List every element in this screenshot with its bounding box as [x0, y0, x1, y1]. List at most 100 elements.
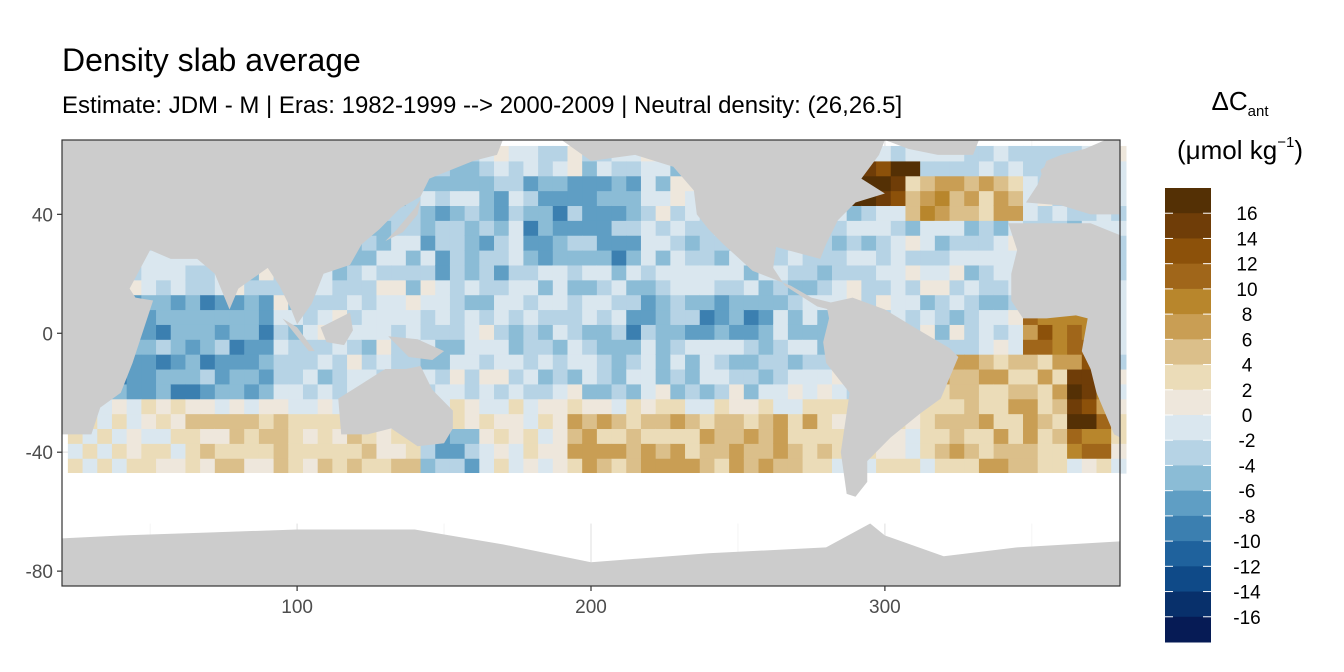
heatmap-cell [435, 220, 451, 236]
heatmap-cell [626, 383, 642, 400]
heatmap-cell [523, 235, 539, 251]
heatmap-cell [156, 294, 172, 311]
heatmap-cell [582, 413, 598, 430]
heatmap-cell [1067, 368, 1083, 385]
heatmap-cell [244, 368, 260, 385]
heatmap-cell [1052, 368, 1068, 385]
heatmap-cell [773, 324, 789, 340]
heatmap-cell [611, 264, 627, 281]
heatmap-cell [699, 398, 716, 415]
heatmap-cell [611, 324, 627, 340]
heatmap-cell [317, 383, 333, 400]
heatmap-cell [993, 324, 1009, 340]
heatmap-cell [361, 264, 378, 281]
legend-swatch [1165, 389, 1211, 416]
heatmap-cell [420, 250, 436, 266]
heatmap-cell [391, 309, 407, 325]
heatmap-cell [332, 279, 348, 296]
heatmap-cell [405, 458, 422, 474]
heatmap-cell [655, 354, 671, 370]
heatmap-cell [567, 235, 583, 251]
heatmap-cell [993, 413, 1009, 430]
heatmap-cell [1067, 458, 1083, 474]
heatmap-cell [773, 443, 789, 459]
heatmap-cell [214, 413, 231, 430]
heatmap-cell [111, 413, 128, 430]
heatmap-cell [567, 458, 583, 474]
heatmap-cell [552, 324, 569, 340]
heatmap-cell [920, 250, 936, 266]
heatmap-cell [1067, 413, 1083, 430]
heatmap-cell [582, 368, 598, 385]
heatmap-cell [640, 175, 657, 192]
heatmap-cell [244, 354, 260, 370]
heatmap-cell [244, 294, 260, 311]
heatmap-cell [317, 368, 333, 385]
heatmap-cell [920, 458, 936, 474]
heatmap-cell [714, 264, 730, 281]
heatmap-cell [949, 205, 965, 221]
heatmap-cell [273, 413, 289, 430]
heatmap-cell [508, 339, 525, 355]
heatmap-cell [538, 160, 554, 177]
heatmap-cell [714, 309, 730, 325]
heatmap-cell [655, 264, 671, 281]
heatmap-cell [714, 458, 730, 474]
heatmap-cell [920, 190, 936, 207]
heatmap-cell [685, 294, 701, 311]
heatmap-cell [170, 413, 187, 430]
heatmap-cell [787, 324, 804, 340]
heatmap-cell [288, 383, 304, 400]
heatmap-cell [405, 279, 422, 296]
heatmap-cell [420, 309, 436, 325]
heatmap-cell [596, 368, 613, 385]
heatmap-cell [1052, 383, 1068, 400]
heatmap-cell [538, 235, 554, 251]
heatmap-cell [317, 309, 333, 325]
heatmap-cell [934, 250, 951, 266]
heatmap-cell [699, 264, 716, 281]
heatmap-cell [361, 458, 378, 474]
heatmap-cell [258, 309, 275, 325]
heatmap-cell [420, 294, 436, 311]
legend-swatch [1165, 515, 1211, 542]
heatmap-cell [244, 458, 260, 474]
heatmap-cell [552, 294, 569, 311]
heatmap-cell [978, 368, 995, 385]
heatmap-cell [802, 324, 818, 340]
heatmap-cell [1008, 190, 1024, 207]
heatmap-cell [1081, 413, 1098, 430]
heatmap-cell [670, 458, 686, 474]
heatmap-cell [582, 220, 598, 236]
heatmap-cell [244, 309, 260, 325]
legend-swatch [1165, 440, 1211, 466]
heatmap-cell [670, 368, 686, 385]
heatmap-cell [685, 220, 701, 236]
heatmap-cell [508, 428, 525, 444]
legend-swatch [1165, 541, 1211, 567]
heatmap-cell [538, 175, 554, 192]
heatmap-cell [449, 279, 466, 296]
heatmap-cell [200, 458, 216, 474]
heatmap-cell [258, 324, 275, 340]
heatmap-cell [640, 354, 657, 370]
heatmap-cell [831, 279, 848, 296]
heatmap-cell [494, 443, 510, 459]
heatmap-cell [479, 279, 495, 296]
heatmap-cell [185, 428, 201, 444]
heatmap-cell [141, 443, 157, 459]
heatmap-cell [523, 413, 539, 430]
heatmap-cell [464, 398, 480, 415]
legend-swatch [1165, 415, 1211, 441]
heatmap-cell [567, 339, 583, 355]
heatmap-cell [1052, 413, 1068, 430]
heatmap-cell [773, 368, 789, 385]
heatmap-cell [787, 354, 804, 370]
heatmap-cell [508, 145, 525, 162]
heatmap-cell [802, 264, 818, 281]
heatmap-cell [934, 443, 951, 459]
heatmap-cell [655, 413, 671, 430]
heatmap-cell [1052, 324, 1068, 340]
heatmap-cell [200, 443, 216, 459]
heatmap-cell [640, 235, 657, 251]
